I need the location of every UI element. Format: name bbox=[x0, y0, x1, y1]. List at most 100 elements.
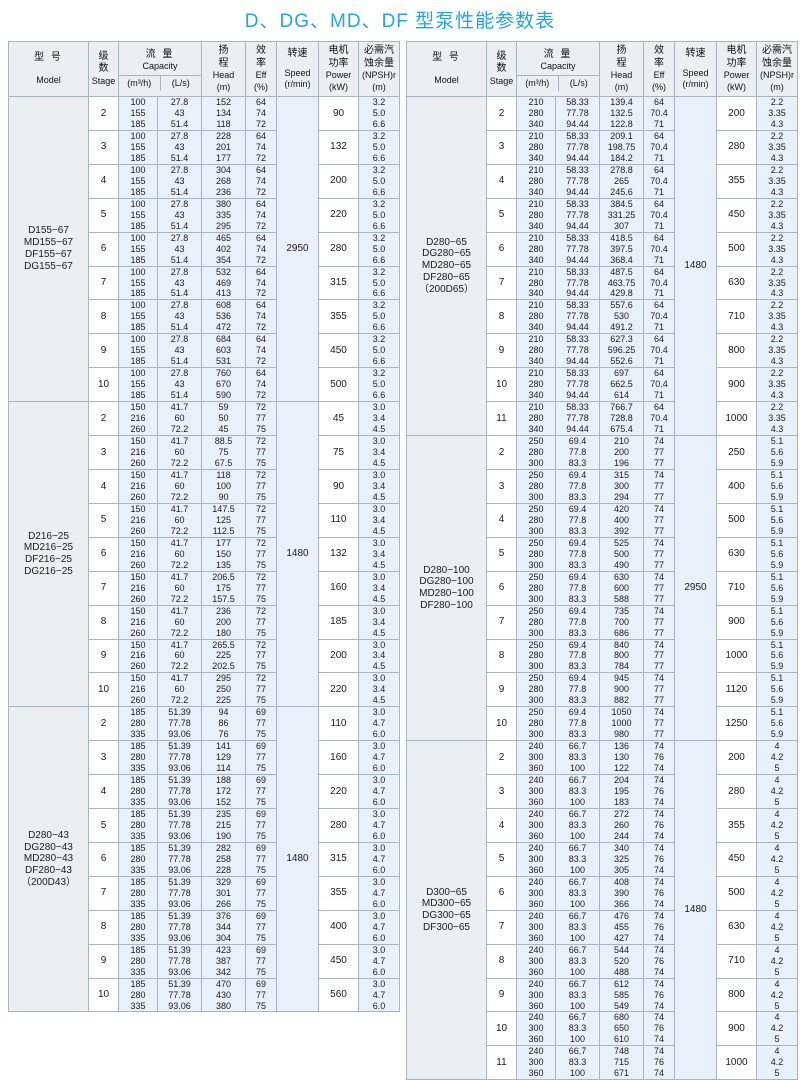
table-row: 9 250 280 300 69.4 77.8 83.3 945 900 882 74 77 77 112… bbox=[407, 672, 798, 708]
npsh-cell-value: 3.0 bbox=[372, 707, 386, 718]
capacity-m3h-cell-value: 155 bbox=[130, 175, 146, 186]
power-cell: 45 bbox=[318, 401, 359, 437]
header-speed-unit: (r/min) bbox=[284, 79, 311, 90]
header-capacity-labels: 流 量 Capacity bbox=[517, 47, 599, 76]
capacity-m3h-cell-value: 100 bbox=[130, 198, 146, 209]
eff-cell-value: 72 bbox=[255, 152, 266, 163]
capacity-ls-cell-value: 51.39 bbox=[168, 842, 191, 853]
power-cell: 280 bbox=[318, 231, 359, 267]
head-cell: 945 900 882 bbox=[599, 672, 644, 708]
table-body-left: D155−67 MD155−67 DF155−67 DG155−67 2 100 155 18… bbox=[8, 95, 400, 1013]
eff-cell-value: 64 bbox=[653, 266, 664, 277]
eff-cell-value: 74 bbox=[255, 345, 266, 356]
npsh-cell: 3.2 5.0 6.6 bbox=[358, 367, 400, 403]
head-cell: 94 86 76 bbox=[201, 706, 246, 742]
model-group-cell: D280−100 DG280−100 MD280−100 DF280−100 bbox=[406, 435, 487, 742]
capacity-m3h-cell-value: 216 bbox=[130, 480, 146, 491]
capacity-ls-cell-value: 27.8 bbox=[170, 334, 189, 345]
head-cell-value: 265 bbox=[613, 175, 630, 186]
capacity-m3h-cell-value: 155 bbox=[130, 345, 146, 356]
npsh-cell: 3.0 4.7 6.0 bbox=[358, 774, 400, 810]
capacity-m3h-cell-value: 335 bbox=[130, 1000, 146, 1011]
head-cell-value: 525 bbox=[613, 537, 630, 548]
head-cell: 532 469 413 bbox=[201, 265, 246, 301]
eff-cell: 69 77 75 bbox=[245, 943, 277, 979]
npsh-cell-value: 4 bbox=[774, 944, 780, 955]
eff-cell: 72 77 75 bbox=[245, 570, 277, 606]
capacity-ls-cell: 66.7 83.3 100 bbox=[555, 740, 600, 776]
head-cell: 748 715 671 bbox=[599, 1045, 644, 1080]
capacity-ls-cell-value: 72.2 bbox=[170, 593, 189, 604]
speed-cell: 1480 bbox=[276, 401, 319, 708]
capacity-m3h-cell-value: 300 bbox=[528, 458, 544, 468]
capacity-ls-cell-value: 83.3 bbox=[568, 989, 587, 1000]
head-cell-value: 476 bbox=[613, 910, 630, 921]
head-cell-value: 840 bbox=[613, 639, 630, 650]
head-cell-value: 344 bbox=[215, 921, 232, 932]
npsh-cell: 3.0 3.4 4.5 bbox=[358, 435, 400, 470]
head-cell-value: 300 bbox=[613, 480, 630, 491]
head-cell-value: 118 bbox=[216, 118, 231, 129]
capacity-m3h-cell-value: 100 bbox=[130, 130, 146, 141]
eff-cell-value: 72 bbox=[255, 503, 266, 514]
power-cell: 280 bbox=[716, 774, 757, 810]
capacity-m3h-cell-value: 150 bbox=[130, 673, 146, 684]
capacity-m3h-cell: 185 280 335 bbox=[118, 774, 158, 810]
eff-cell-value: 72 bbox=[255, 436, 266, 447]
capacity-ls-cell: 51.39 77.78 93.06 bbox=[157, 841, 202, 877]
capacity-m3h-cell-value: 250 bbox=[528, 605, 544, 616]
capacity-m3h-cell-value: 300 bbox=[528, 525, 544, 536]
capacity-m3h-cell: 100 155 185 bbox=[118, 96, 158, 131]
eff-cell: 74 77 77 bbox=[643, 570, 675, 606]
eff-cell-value: 70.4 bbox=[650, 175, 668, 186]
capacity-ls-cell-value: 77.78 bbox=[168, 820, 191, 830]
table-row: 10 100 155 185 27.8 43 51.4 760 670 590 64 74 72 500 3… bbox=[9, 367, 400, 403]
table-row: 5 210 280 340 58.33 77.78 94.44 384.5 331.25 307 6… bbox=[407, 197, 798, 233]
capacity-ls-cell: 69.4 77.8 83.3 bbox=[555, 706, 600, 742]
capacity-m3h-cell-value: 360 bbox=[528, 1000, 544, 1011]
capacity-ls-cell: 41.7 60 72.2 bbox=[157, 570, 202, 606]
eff-cell-value: 64 bbox=[255, 232, 266, 243]
npsh-cell-value: 3.2 bbox=[372, 334, 386, 345]
head-cell: 210 200 196 bbox=[599, 435, 644, 470]
npsh-cell: 5.1 5.6 5.9 bbox=[756, 638, 798, 674]
head-cell-value: 304 bbox=[215, 164, 232, 175]
header-capacity-labels: 流 量 Capacity bbox=[119, 47, 201, 76]
eff-cell: 74 76 74 bbox=[643, 875, 675, 911]
capacity-ls-cell-value: 83.3 bbox=[568, 820, 587, 830]
stage-cell: 6 bbox=[486, 875, 517, 911]
header-eff-cn1: 效 bbox=[654, 45, 664, 57]
head-cell-value: 125 bbox=[215, 514, 232, 525]
head-cell-value: 134 bbox=[215, 107, 232, 118]
stage-cell: 4 bbox=[486, 163, 517, 199]
header-eff-cn2: 率 bbox=[256, 57, 266, 69]
capacity-m3h-cell-value: 210 bbox=[528, 334, 544, 345]
eff-cell-value: 77 bbox=[653, 718, 664, 729]
capacity-ls-cell-value: 77.78 bbox=[566, 107, 589, 118]
npsh-cell-value: 5.1 bbox=[770, 436, 784, 447]
table-row: 8 250 280 300 69.4 77.8 83.3 840 800 784 74 77 77 100… bbox=[407, 638, 798, 674]
eff-cell: 64 74 72 bbox=[245, 129, 277, 165]
eff-cell: 64 74 72 bbox=[245, 197, 277, 233]
power-cell: 132 bbox=[318, 129, 359, 165]
eff-cell: 69 77 75 bbox=[245, 740, 277, 776]
capacity-m3h-cell: 250 280 300 bbox=[516, 604, 556, 640]
capacity-ls-cell: 66.7 83.3 100 bbox=[555, 909, 600, 945]
capacity-ls-cell: 69.4 77.8 83.3 bbox=[555, 502, 600, 538]
eff-cell-value: 77 bbox=[255, 582, 266, 593]
eff-cell-value: 74 bbox=[653, 1000, 664, 1011]
head-cell-value: 94 bbox=[218, 707, 229, 718]
head-cell-value: 413 bbox=[215, 288, 232, 299]
npsh-cell: 3.2 5.0 6.6 bbox=[358, 129, 400, 165]
head-cell: 329 301 266 bbox=[201, 875, 246, 911]
npsh-cell-value: 5.0 bbox=[372, 141, 386, 152]
head-cell-value: 295 bbox=[215, 220, 232, 231]
npsh-cell-value: 3.4 bbox=[372, 582, 386, 593]
header-eff-en: Eff bbox=[255, 70, 267, 81]
npsh-cell-value: 5.1 bbox=[770, 537, 784, 548]
head-cell-value: 600 bbox=[613, 582, 630, 593]
head-cell-value: 1050 bbox=[611, 707, 632, 718]
capacity-m3h-cell-value: 335 bbox=[130, 898, 146, 909]
npsh-cell-value: 4.3 bbox=[770, 118, 784, 129]
eff-cell: 72 77 75 bbox=[245, 604, 277, 640]
